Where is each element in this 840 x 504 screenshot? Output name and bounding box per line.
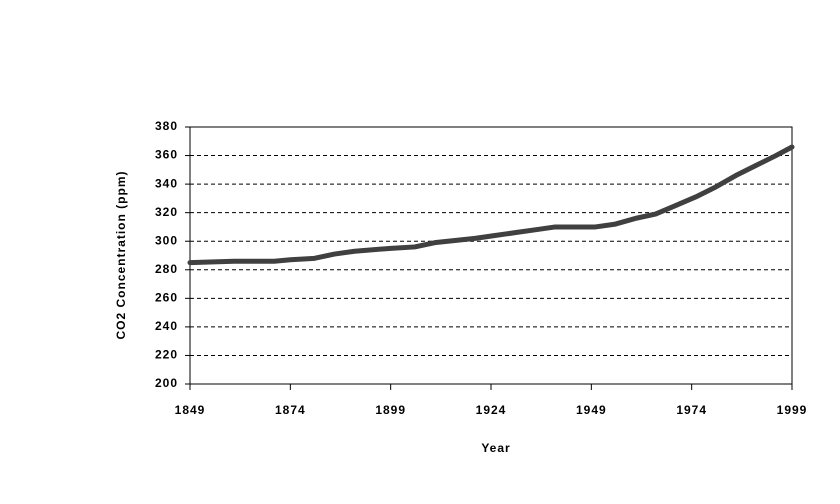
y-tick-label: 360 [155, 148, 178, 162]
y-tick-label: 340 [155, 176, 178, 190]
y-tick-label: 240 [155, 319, 178, 333]
plot-frame [189, 126, 793, 385]
x-tick-label: 1849 [175, 403, 206, 417]
data-line [187, 144, 795, 266]
x-tick-label: 1899 [375, 403, 406, 417]
x-tick-label: 1924 [476, 403, 507, 417]
x-axis-label: Year [481, 441, 510, 455]
x-tick-label: 1999 [777, 403, 808, 417]
y-tick-label: 300 [155, 233, 178, 247]
y-tick-label: 220 [155, 348, 178, 362]
y-axis-label: CO2 Concentration (ppm) [114, 171, 128, 340]
y-tick-label: 200 [155, 376, 178, 390]
x-tick-label: 1874 [275, 403, 306, 417]
y-tick-label: 380 [155, 119, 178, 133]
x-tick-label: 1974 [676, 403, 707, 417]
y-tick-label: 280 [155, 262, 178, 276]
y-tick-label: 260 [155, 291, 178, 305]
x-tick-label: 1949 [576, 403, 607, 417]
y-tick-label: 320 [155, 205, 178, 219]
